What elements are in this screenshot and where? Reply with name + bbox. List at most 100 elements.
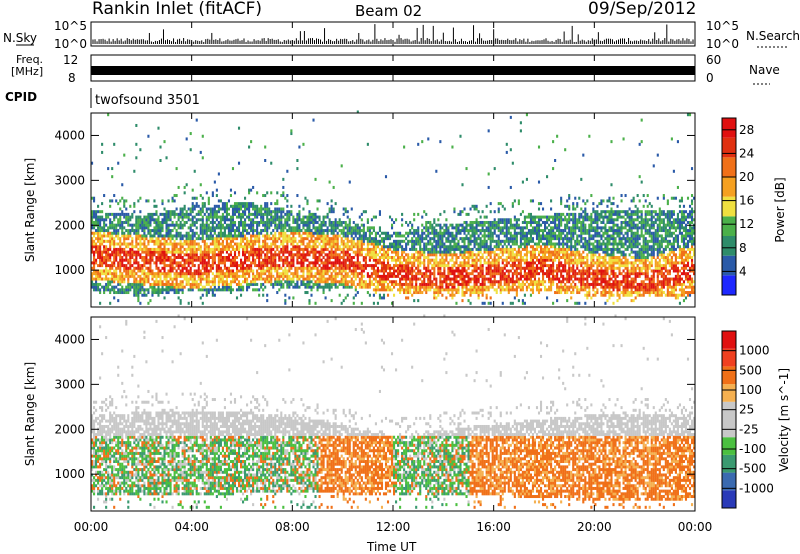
echo-cell <box>244 207 247 211</box>
echo-cell <box>143 247 146 251</box>
echo-cell <box>181 234 184 238</box>
echo-cell <box>123 204 126 208</box>
nave-tick-bottom: 0 <box>706 71 714 85</box>
echo-cell <box>135 229 138 233</box>
echo-cell <box>145 220 148 224</box>
echo-cell <box>447 234 450 238</box>
echo-cell <box>227 199 231 203</box>
echo-cell <box>109 266 112 270</box>
echo-cell <box>270 202 273 206</box>
echo-cell <box>113 261 116 265</box>
echo-cell <box>453 237 456 241</box>
echo-cell <box>203 266 206 270</box>
echo-cell <box>489 226 492 230</box>
echo-cell <box>175 223 178 227</box>
echo-cell <box>260 207 263 211</box>
echo-cell <box>302 250 305 254</box>
echo-cell <box>378 234 382 238</box>
echo-cell <box>330 210 333 214</box>
echo-cell <box>197 218 200 222</box>
echo-cell <box>346 253 349 257</box>
echo-cell <box>95 245 98 249</box>
echo-cell <box>113 215 116 219</box>
echo-cell <box>254 280 257 284</box>
echo-cell <box>409 266 412 270</box>
echo-cell <box>155 277 158 281</box>
echo-cell <box>354 245 357 249</box>
echo-cell <box>322 261 325 265</box>
echo-cell <box>280 285 283 289</box>
echo-cell <box>217 223 220 227</box>
echo-cell <box>491 247 494 251</box>
echo-cell <box>242 285 245 289</box>
echo-cell <box>330 285 333 289</box>
echo-cell <box>129 215 132 219</box>
echo-cell <box>316 282 319 286</box>
echo-cell <box>205 245 208 249</box>
echo-cell <box>165 234 168 238</box>
echo-cell <box>429 274 432 278</box>
echo-cell <box>403 247 406 251</box>
echo-cell <box>264 210 267 214</box>
echo-cell <box>276 291 279 295</box>
echo-cell <box>201 202 204 206</box>
echo-cell <box>411 285 414 289</box>
echo-cell <box>199 258 202 262</box>
echo-cell <box>197 266 200 270</box>
echo-cell <box>457 280 460 284</box>
echo-cell <box>205 229 208 233</box>
echo-cell <box>453 264 456 268</box>
echo-cell <box>221 272 224 276</box>
echo-cell <box>332 239 335 243</box>
echo-cell <box>328 250 331 254</box>
echo-cell <box>159 274 162 278</box>
echo-cell <box>328 237 331 241</box>
echo-cell <box>401 223 404 227</box>
echo-cell <box>274 245 277 249</box>
echo-cell <box>393 293 396 297</box>
echo-cell <box>294 226 297 230</box>
echo-cell <box>437 266 440 270</box>
echo-cell <box>453 245 456 249</box>
echo-cell <box>346 282 349 286</box>
echo-cell <box>276 280 279 284</box>
echo-cell <box>147 218 150 222</box>
echo-cell <box>183 207 186 211</box>
echo-cell <box>330 256 333 259</box>
echo-cell <box>252 207 255 211</box>
echo-cell <box>437 285 440 289</box>
echo-cell <box>324 223 327 227</box>
echo-cell <box>473 266 476 270</box>
echo-cell <box>336 266 339 270</box>
echo-cell <box>276 245 279 249</box>
echo-cell <box>115 253 118 257</box>
echo-cell <box>487 220 490 224</box>
echo-cell <box>441 274 444 278</box>
echo-cell <box>397 242 400 246</box>
echo-cell <box>125 269 128 273</box>
echo-cell <box>189 234 192 238</box>
echo-cell <box>105 277 108 281</box>
echo-cell <box>143 239 146 243</box>
echo-cell <box>360 269 363 273</box>
echo-cell <box>117 291 120 295</box>
echo-cell <box>276 218 279 222</box>
echo-cell <box>296 194 299 198</box>
echo-cell <box>203 212 206 216</box>
echo-cell <box>393 264 396 268</box>
echo-cell <box>403 250 406 254</box>
echo-cell <box>161 247 164 251</box>
echo-cell <box>105 229 108 233</box>
freq-label-line2: [MHz] <box>11 65 43 78</box>
echo-cell <box>435 285 438 289</box>
echo-cell <box>431 231 434 235</box>
echo-cell <box>290 253 293 257</box>
echo-cell <box>268 210 271 214</box>
echo-cell <box>316 231 319 235</box>
echo-cell <box>320 272 323 276</box>
echo-cell <box>237 126 241 130</box>
echo-cell <box>97 245 100 249</box>
echo-cell <box>493 239 496 243</box>
echo-cell <box>248 250 251 254</box>
echo-cell <box>479 247 482 251</box>
